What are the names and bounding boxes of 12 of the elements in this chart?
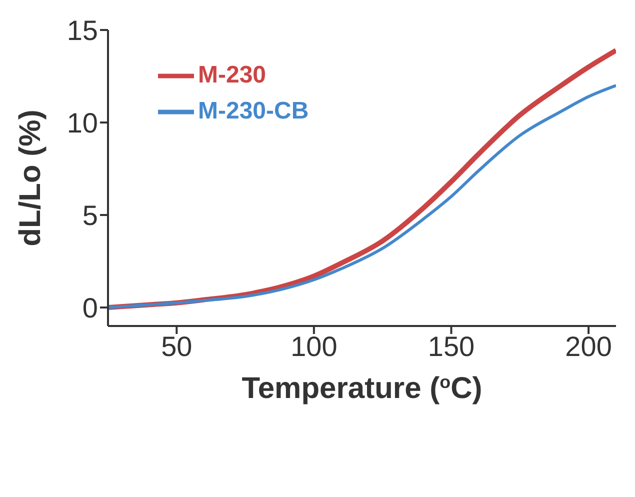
- y-tick-label: 0: [82, 292, 98, 324]
- y-tick-label: 5: [82, 200, 98, 231]
- x-tick-label: 50: [161, 330, 192, 362]
- x-axis-title: Temperature ($^{o}$C): [242, 372, 482, 405]
- y-tick-label: 15: [66, 14, 98, 46]
- x-tick-label: 200: [565, 330, 612, 362]
- legend-label: M-230: [198, 61, 266, 88]
- legend-label: M-230-CB: [198, 97, 309, 124]
- x-tick-label: 150: [428, 330, 475, 362]
- y-axis-title: dL/Lo (%): [14, 110, 47, 246]
- x-tick-label: 100: [290, 330, 338, 362]
- y-tick-label: 10: [66, 107, 98, 138]
